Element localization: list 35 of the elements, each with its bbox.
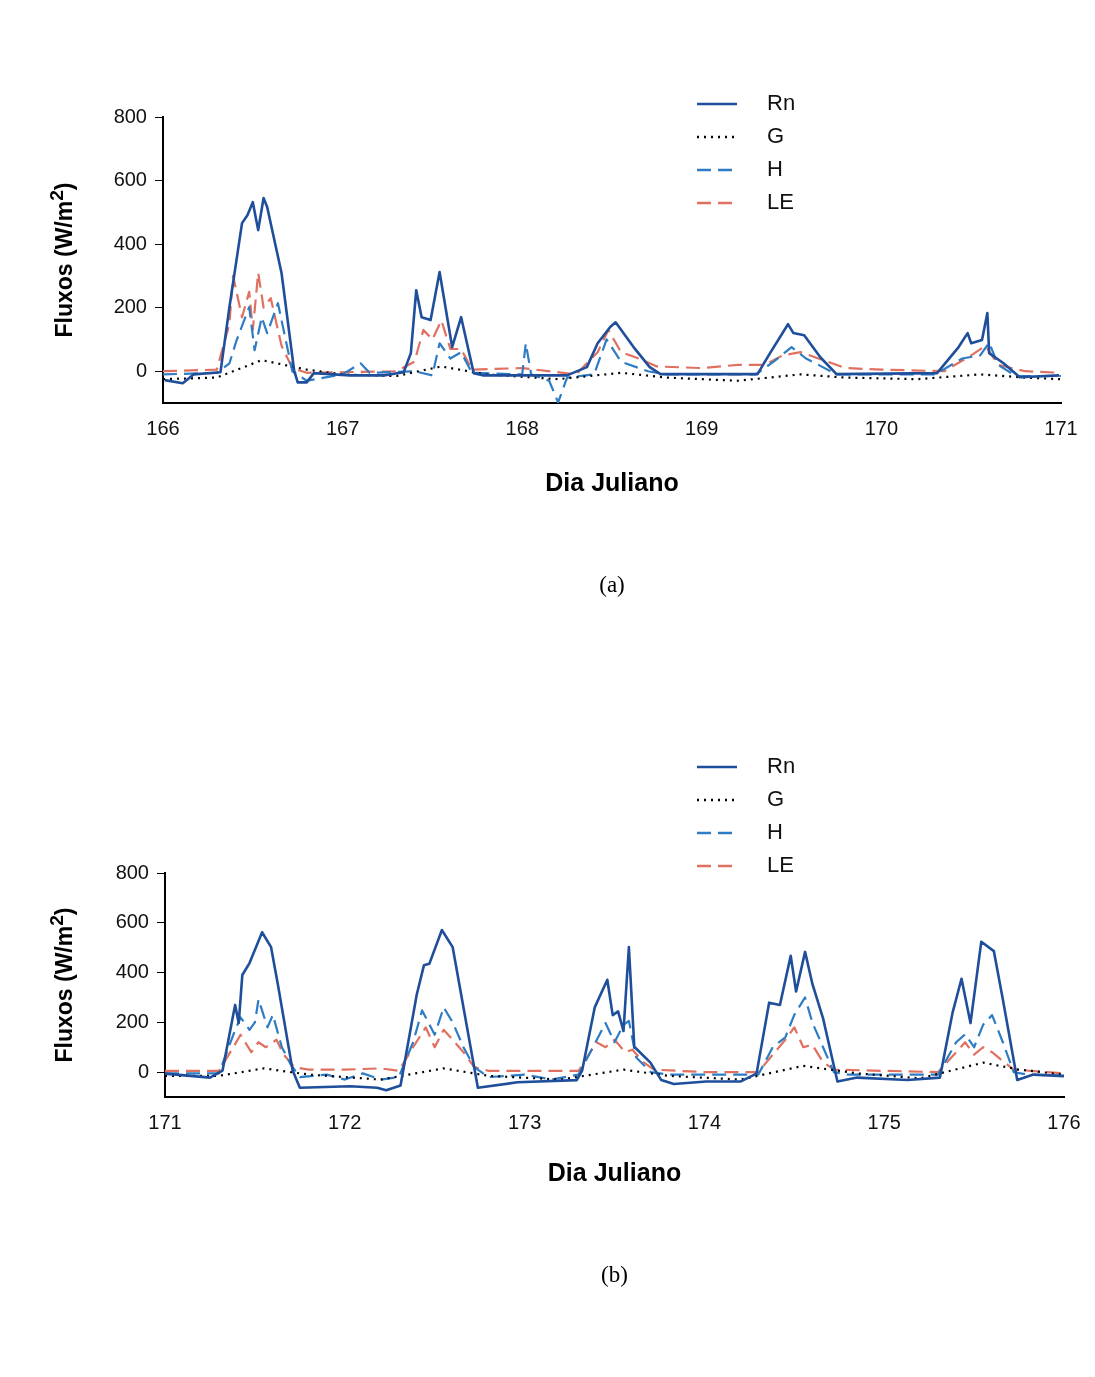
x-axis-title: Dia Juliano bbox=[544, 468, 680, 497]
legend-label: H bbox=[767, 819, 783, 845]
x-tick-label: 172 bbox=[328, 1110, 362, 1133]
y-tick-label: 400 bbox=[115, 960, 149, 983]
x-tick-label: 166 bbox=[146, 416, 180, 439]
x-tick-label: 168 bbox=[505, 416, 539, 439]
legend-label: LE bbox=[767, 189, 794, 215]
y-tick-label: 800 bbox=[115, 860, 149, 883]
x-tick-label: 173 bbox=[507, 1110, 542, 1133]
legend-label: G bbox=[767, 786, 785, 812]
x-tick-label: 170 bbox=[864, 416, 899, 439]
text: (a) bbox=[598, 572, 626, 598]
legend-label: Rn bbox=[767, 753, 796, 779]
y-tick-label: 600 bbox=[115, 910, 149, 933]
x-tick-label: 171 bbox=[1044, 416, 1078, 439]
x-axis-title: Dia Juliano bbox=[546, 1158, 683, 1187]
x-tick-label: 175 bbox=[867, 1110, 901, 1133]
y-tick-label: 0 bbox=[135, 358, 147, 381]
legend-label: H bbox=[767, 156, 783, 182]
y-tick-label: 0 bbox=[137, 1059, 149, 1082]
y-tick-label: 200 bbox=[115, 1009, 149, 1032]
legend-label: Rn bbox=[767, 90, 796, 116]
y-tick-label: 400 bbox=[113, 231, 147, 254]
y-tick-label: 800 bbox=[113, 104, 147, 127]
legend-label: LE bbox=[767, 852, 794, 878]
y-tick-label: 600 bbox=[113, 168, 147, 191]
legend-label: G bbox=[767, 123, 785, 149]
line-series bbox=[165, 1026, 1064, 1075]
x-tick-label: 176 bbox=[1047, 1110, 1081, 1133]
x-tick-label: 171 bbox=[148, 1110, 182, 1133]
x-tick-label: 167 bbox=[325, 416, 360, 439]
x-tick-label: 169 bbox=[685, 416, 719, 439]
y-tick-label: 200 bbox=[113, 295, 147, 318]
text: (b) bbox=[600, 1262, 629, 1288]
x-tick-label: 174 bbox=[687, 1110, 722, 1133]
